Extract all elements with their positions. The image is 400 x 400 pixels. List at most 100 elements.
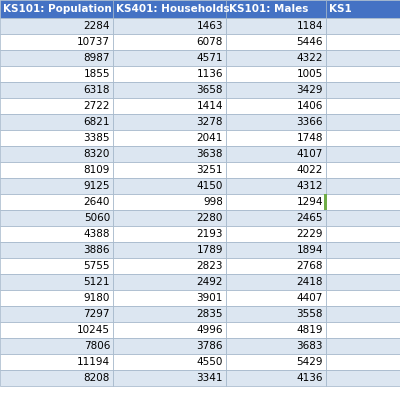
Text: 4388: 4388 [84, 229, 110, 239]
Bar [226, 338, 326, 354]
Text: 3638: 3638 [196, 149, 223, 159]
Text: 1294: 1294 [296, 197, 323, 207]
Bar [226, 274, 326, 290]
Bar [0, 0, 113, 18]
Text: 8320: 8320 [84, 149, 110, 159]
Text: 3786: 3786 [196, 341, 223, 351]
Bar [326, 82, 400, 98]
Bar [226, 194, 326, 210]
Bar [113, 82, 226, 98]
Bar [326, 274, 400, 290]
Text: 2640: 2640 [84, 197, 110, 207]
Bar [113, 322, 226, 338]
Bar [326, 210, 400, 226]
Bar [0, 194, 113, 210]
Text: 1894: 1894 [296, 245, 323, 255]
Text: KS401: Households: KS401: Households [116, 4, 230, 14]
Bar [113, 306, 226, 322]
Text: 3901: 3901 [197, 293, 223, 303]
Text: 8109: 8109 [84, 165, 110, 175]
Bar [226, 226, 326, 242]
Bar [0, 322, 113, 338]
Bar [326, 146, 400, 162]
Bar [226, 306, 326, 322]
Text: 3658: 3658 [196, 85, 223, 95]
Text: KS1: KS1 [329, 4, 352, 14]
Bar [326, 354, 400, 370]
Bar [113, 210, 226, 226]
Text: 4819: 4819 [296, 325, 323, 335]
Text: 6821: 6821 [84, 117, 110, 127]
Bar [226, 146, 326, 162]
Bar [326, 306, 400, 322]
Text: 1463: 1463 [196, 21, 223, 31]
Text: 3683: 3683 [296, 341, 323, 351]
Text: 2229: 2229 [296, 229, 323, 239]
Bar [226, 66, 326, 82]
Bar [0, 338, 113, 354]
Bar [326, 114, 400, 130]
Text: 4022: 4022 [297, 165, 323, 175]
Bar [226, 130, 326, 146]
Bar [113, 34, 226, 50]
Bar [0, 130, 113, 146]
Bar [0, 66, 113, 82]
Text: 11194: 11194 [77, 357, 110, 367]
Text: 2823: 2823 [196, 261, 223, 271]
Bar [226, 290, 326, 306]
Text: 3341: 3341 [196, 373, 223, 383]
Text: 3429: 3429 [296, 85, 323, 95]
Bar [113, 98, 226, 114]
Bar [0, 210, 113, 226]
Bar [326, 162, 400, 178]
Text: 1789: 1789 [196, 245, 223, 255]
Bar [0, 242, 113, 258]
Bar [0, 354, 113, 370]
Text: 2041: 2041 [197, 133, 223, 143]
Text: 1136: 1136 [196, 69, 223, 79]
Text: 5121: 5121 [84, 277, 110, 287]
Text: 4322: 4322 [296, 53, 323, 63]
Text: 8208: 8208 [84, 373, 110, 383]
Text: 4107: 4107 [297, 149, 323, 159]
Bar [326, 18, 400, 34]
Text: 4550: 4550 [197, 357, 223, 367]
Bar [326, 242, 400, 258]
Bar [326, 130, 400, 146]
Text: 3558: 3558 [296, 309, 323, 319]
Bar [226, 370, 326, 386]
Bar [113, 242, 226, 258]
Text: 10245: 10245 [77, 325, 110, 335]
Bar [326, 370, 400, 386]
Bar [226, 210, 326, 226]
Bar [113, 194, 226, 210]
Text: KS101: Population: KS101: Population [3, 4, 112, 14]
Bar [226, 0, 326, 18]
Text: 3886: 3886 [84, 245, 110, 255]
Text: 1184: 1184 [296, 21, 323, 31]
Text: 2835: 2835 [196, 309, 223, 319]
Text: 5755: 5755 [84, 261, 110, 271]
Bar [226, 258, 326, 274]
Bar [113, 290, 226, 306]
Bar [113, 162, 226, 178]
Bar [113, 114, 226, 130]
Text: 4136: 4136 [296, 373, 323, 383]
Bar [226, 162, 326, 178]
Text: 10737: 10737 [77, 37, 110, 47]
Bar [326, 226, 400, 242]
Bar [113, 338, 226, 354]
Bar [226, 114, 326, 130]
Bar [0, 50, 113, 66]
Bar [113, 18, 226, 34]
Bar [0, 370, 113, 386]
Bar [0, 18, 113, 34]
Bar [226, 82, 326, 98]
Bar [226, 242, 326, 258]
Bar [326, 194, 400, 210]
Bar [0, 178, 113, 194]
Text: 4312: 4312 [296, 181, 323, 191]
Text: 1855: 1855 [84, 69, 110, 79]
Text: 5446: 5446 [296, 37, 323, 47]
Bar [0, 114, 113, 130]
